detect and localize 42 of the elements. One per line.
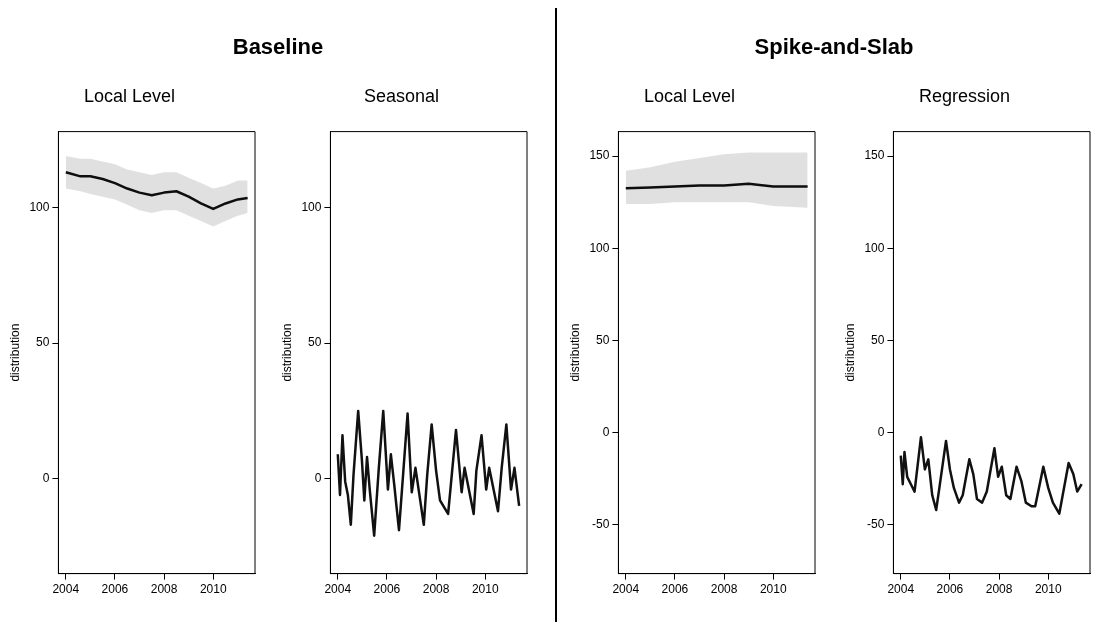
y-tick-label: 150 (864, 148, 885, 163)
x-tick-label: 2010 (471, 582, 499, 597)
x-tick-label: 2006 (373, 582, 401, 597)
y-tick-label: 100 (29, 199, 50, 214)
x-tick-label: 2004 (612, 582, 640, 597)
x-tick-label: 2004 (887, 582, 915, 597)
text: Baseline (231, 34, 325, 60)
y-axis-title: distribution (279, 323, 294, 382)
x-tick-label: 2004 (52, 582, 80, 597)
x-tick-label: 2008 (422, 582, 450, 597)
y-axis-title: distribution (567, 323, 582, 382)
y-tick-label: 50 (596, 332, 610, 347)
y-tick-label: 0 (42, 471, 50, 485)
y-tick-label: -50 (867, 517, 885, 532)
y-axis-title: distribution (842, 323, 857, 382)
x-tick-label: 2008 (710, 582, 738, 597)
y-tick-label: -50 (592, 517, 610, 532)
x-tick-label: 2008 (985, 582, 1013, 597)
x-tick-label: 2008 (150, 582, 178, 597)
chart-title: Seasonal (363, 85, 440, 106)
y-tick-label: 50 (871, 332, 885, 347)
x-tick-label: 2006 (936, 582, 964, 597)
y-tick-label: 0 (602, 424, 610, 439)
y-axis-title: distribution (7, 323, 22, 382)
y-tick-label: 100 (589, 240, 610, 255)
y-tick-label: 50 (308, 335, 322, 350)
x-tick-label: 2010 (759, 582, 787, 597)
chart-title: Regression (918, 85, 1011, 106)
chart-title: Local Level (83, 85, 176, 106)
x-tick-label: 2004 (324, 582, 352, 597)
x-tick-label: 2010 (1034, 582, 1062, 597)
y-tick-label: 100 (301, 199, 322, 214)
x-tick-label: 2010 (199, 582, 227, 597)
x-tick-label: 2006 (661, 582, 689, 597)
y-tick-label: 150 (589, 148, 610, 163)
y-tick-label: 50 (36, 335, 50, 350)
y-tick-label: 0 (877, 424, 885, 439)
chart-title: Local Level (643, 85, 736, 106)
y-tick-label: 100 (864, 240, 885, 255)
y-tick-label: 0 (314, 471, 322, 485)
text: Spike-and-Slab (753, 34, 915, 60)
x-tick-label: 2006 (101, 582, 129, 597)
